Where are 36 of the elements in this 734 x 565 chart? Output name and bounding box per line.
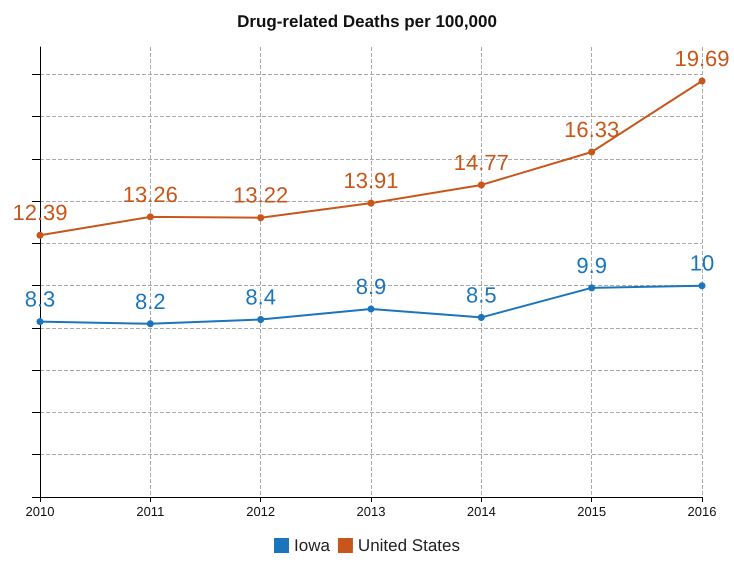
point <box>257 316 264 324</box>
data-label: 14.77 <box>454 150 509 175</box>
data-label: 19.69 <box>674 46 730 72</box>
point <box>257 214 264 222</box>
point <box>588 148 596 156</box>
x-tick-label: 2012 <box>246 504 276 519</box>
data-label: 13.91 <box>343 168 399 194</box>
data-label: 8.5 <box>466 282 497 308</box>
point <box>698 282 706 290</box>
point <box>368 200 374 207</box>
point <box>36 318 44 326</box>
legend-label: Iowa <box>294 536 330 555</box>
x-tick-label: 2013 <box>356 504 386 519</box>
data-label: 8.9 <box>356 274 386 299</box>
x-tick-label: 2010 <box>26 504 54 519</box>
data-label: 8.2 <box>135 288 166 314</box>
point <box>588 284 596 292</box>
point <box>146 320 154 328</box>
legend-label: United States <box>358 536 460 555</box>
chart-title: Drug-related Deaths per 100,000 <box>237 12 497 31</box>
data-label: 10 <box>690 250 714 276</box>
point <box>36 232 44 239</box>
point <box>146 213 154 220</box>
point <box>478 181 485 188</box>
data-label: 16.33 <box>564 117 620 142</box>
point <box>698 78 706 85</box>
point <box>368 305 374 312</box>
data-label: 13.26 <box>122 182 178 207</box>
data-label: 8.4 <box>245 284 276 310</box>
x-tick-label: 2016 <box>688 504 716 519</box>
x-tick-label: 2014 <box>466 504 496 519</box>
x-tick-label: 2011 <box>136 504 164 519</box>
x-tick-label: 2015 <box>577 504 606 519</box>
data-label: 13.22 <box>233 182 288 208</box>
data-label: 9.9 <box>576 252 607 278</box>
point <box>478 314 485 321</box>
